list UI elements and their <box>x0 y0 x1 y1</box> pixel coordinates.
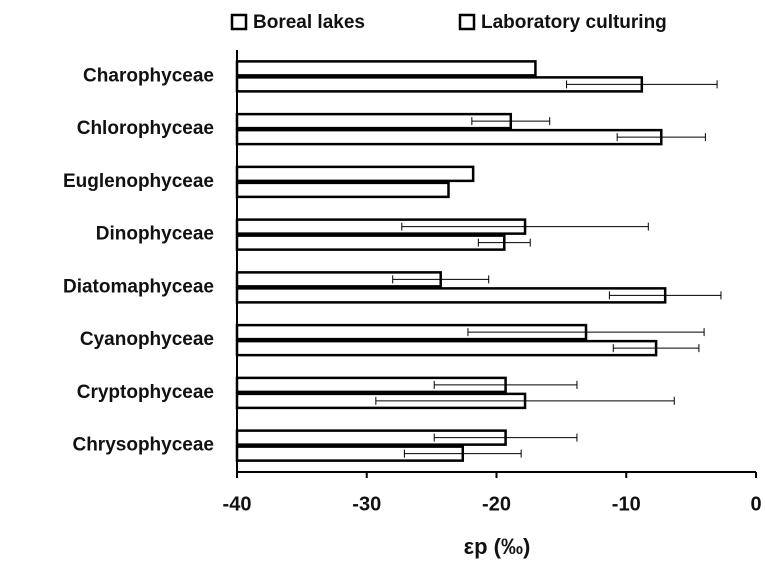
legend-label: Laboratory culturing <box>481 12 667 33</box>
error-bar <box>612 344 700 353</box>
bar <box>235 287 667 304</box>
x-tick-label: -10 <box>612 493 641 515</box>
error-bar <box>471 117 551 126</box>
error-bar <box>467 328 705 337</box>
error-bar <box>566 80 718 89</box>
bar <box>235 339 658 357</box>
bar <box>235 165 475 183</box>
x-tick-label: -40 <box>223 493 252 515</box>
bar <box>235 181 450 199</box>
error-bar <box>616 133 706 142</box>
y-tick-label: Cyanophyceae <box>80 329 214 350</box>
error-bar <box>433 380 578 389</box>
y-tick-label: Diatomaphyceae <box>63 276 214 297</box>
error-bar <box>403 449 522 458</box>
bar <box>235 60 537 77</box>
x-tick-label: -20 <box>482 493 511 515</box>
error-bar <box>401 222 649 231</box>
y-tick-label: Euglenophyceae <box>63 171 214 192</box>
x-axis-label: εp (‰) <box>464 534 531 559</box>
bar <box>235 128 663 146</box>
bar <box>235 112 513 130</box>
y-tick-label: Chlorophyceae <box>77 118 214 139</box>
error-bar <box>608 291 722 300</box>
y-tick-label: Cryptophyceae <box>77 382 214 403</box>
y-tick-label: Charophyceae <box>83 65 214 86</box>
error-bar <box>392 275 490 284</box>
legend-swatch <box>230 13 248 31</box>
x-tick-label: 0 <box>750 493 761 515</box>
error-bar <box>477 238 531 247</box>
y-tick-label: Chrysophyceae <box>72 435 214 456</box>
legend-label: Boreal lakes <box>253 12 365 33</box>
legend-swatch <box>458 13 476 31</box>
error-bar <box>433 433 578 442</box>
x-tick-label: -30 <box>352 493 381 515</box>
y-tick-label: Dinophyceae <box>96 224 214 245</box>
error-bar <box>375 396 675 405</box>
bar <box>235 234 506 251</box>
